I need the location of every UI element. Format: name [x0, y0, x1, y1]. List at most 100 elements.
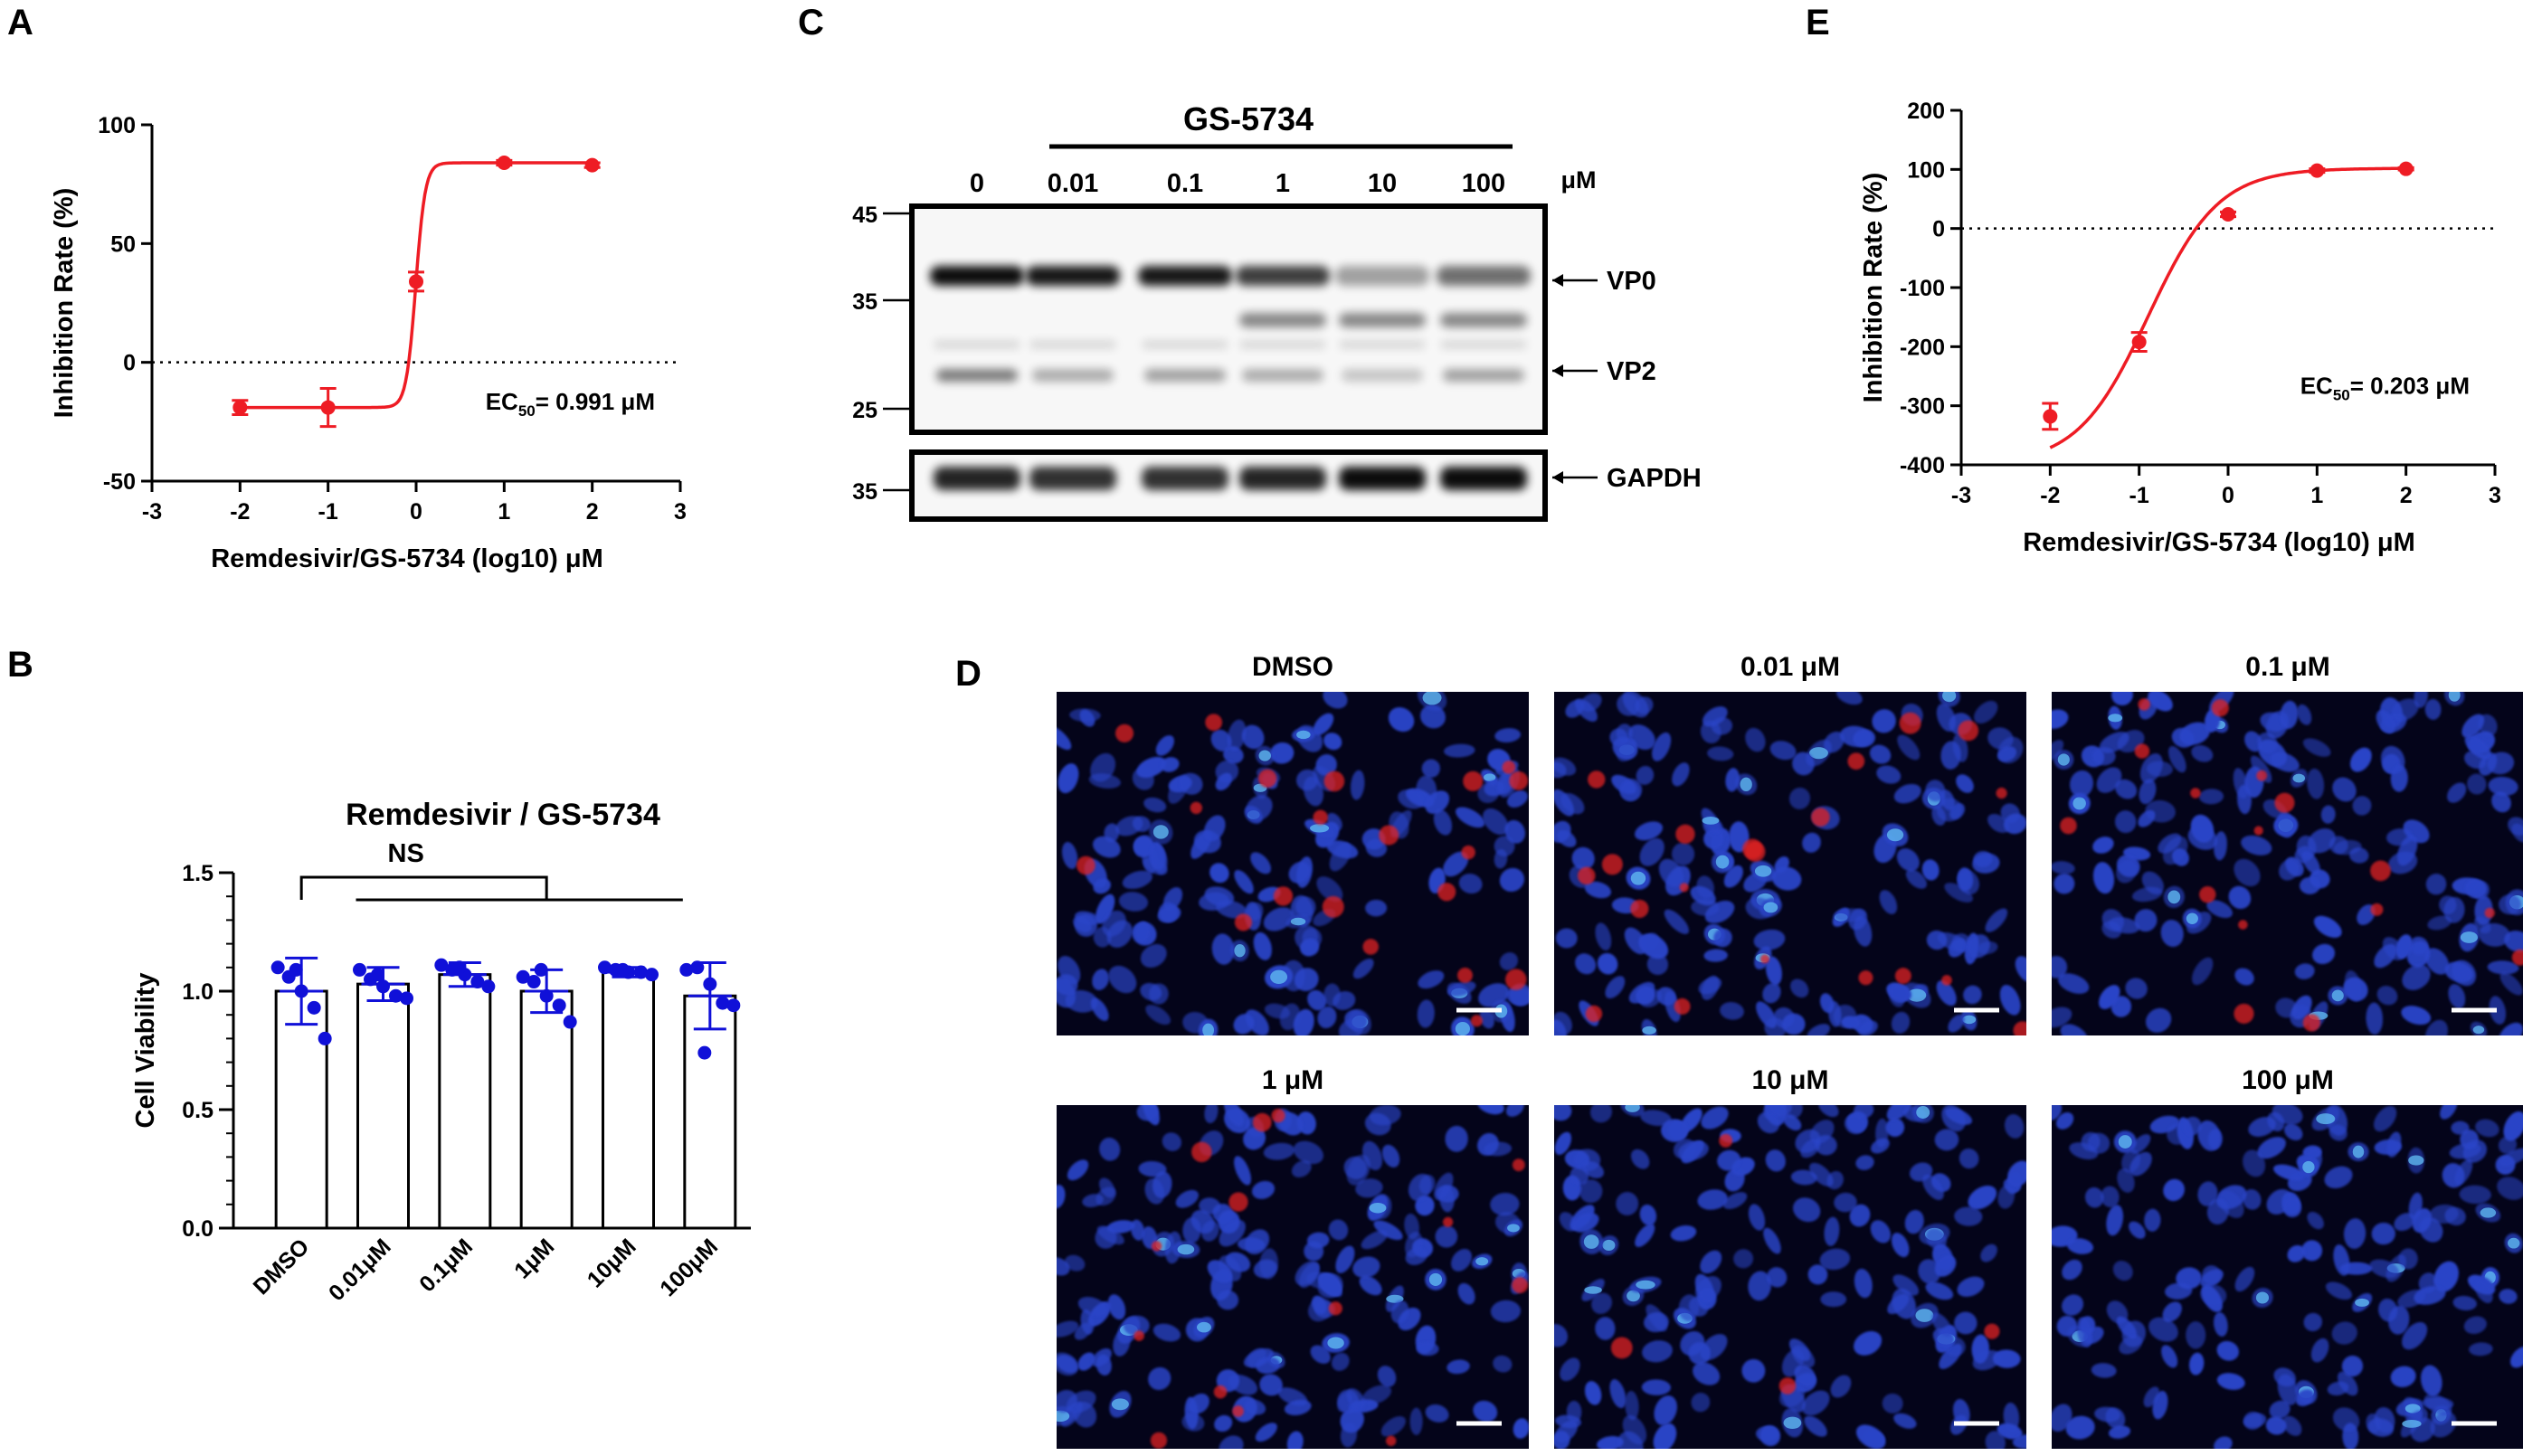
panel-label-e: E — [1806, 3, 1830, 43]
band-minor — [1339, 340, 1426, 349]
x-tick-label: 0 — [2222, 483, 2234, 508]
band-vp0 — [1138, 266, 1232, 286]
y-tick-label: 100 — [1907, 157, 1945, 183]
micrograph — [2052, 692, 2523, 1035]
x-tick-label: 3 — [674, 499, 687, 525]
bar — [683, 994, 737, 1230]
x-tick-label: -3 — [1951, 483, 1971, 508]
lane-label: 0.1 — [1167, 169, 1203, 198]
lane-label: 100 — [1462, 169, 1505, 198]
x-axis-label: Remdesivir/GS-5734 (log10) μM — [2023, 528, 2415, 557]
data-point — [452, 960, 467, 975]
y-tick-label: -100 — [1900, 276, 1945, 301]
data-point — [294, 984, 308, 998]
chart-title: Remdesivir / GS-5734 — [346, 798, 660, 832]
unit-label: μM — [1560, 166, 1596, 194]
bar — [356, 982, 410, 1230]
data-point — [270, 960, 285, 975]
band-label: VP0 — [1607, 267, 1656, 296]
data-point — [598, 960, 612, 975]
x-tick-label: -2 — [230, 499, 250, 525]
band-gapdh — [1029, 467, 1116, 490]
data-point — [307, 1000, 321, 1015]
y-tick-label: 0 — [1932, 217, 1945, 242]
data-point — [645, 968, 659, 982]
data-point — [497, 156, 512, 171]
band-gapdh — [934, 467, 1020, 490]
lane-label: 0.01 — [1048, 169, 1098, 198]
micrograph — [1057, 1105, 1529, 1449]
y-tick-label: 0.5 — [182, 1098, 213, 1123]
y-tick-label: 1.0 — [182, 979, 213, 1005]
band-vp2 — [1443, 369, 1524, 382]
ec50-annotation: EC50= 0.203 μM — [2300, 373, 2470, 404]
y-tick-label: -200 — [1900, 335, 1945, 360]
panel-label-d: D — [955, 654, 982, 694]
x-tick-label: 2 — [586, 499, 599, 525]
y-tick-label: 200 — [1907, 99, 1945, 124]
band-gapdh — [1142, 467, 1228, 490]
data-point — [371, 968, 384, 982]
data-point — [584, 157, 600, 173]
data-point — [2043, 409, 2058, 424]
data-point — [400, 991, 413, 1006]
data-point — [409, 274, 423, 289]
band-arrow — [1552, 364, 1598, 377]
band-label: VP2 — [1607, 357, 1656, 386]
x-tick-label: 0.1μM — [414, 1234, 478, 1297]
y-tick-label: -50 — [103, 469, 136, 495]
band-minor — [1339, 313, 1426, 327]
x-tick-label: -2 — [2040, 483, 2060, 508]
data-point — [318, 1031, 332, 1045]
y-tick-label: 50 — [110, 232, 136, 257]
band-vp2 — [1342, 369, 1423, 382]
x-tick-label: -1 — [2129, 483, 2149, 508]
band-minor — [1239, 340, 1326, 349]
micrograph — [1554, 692, 2026, 1035]
data-point — [726, 998, 741, 1013]
data-point — [563, 1015, 577, 1029]
bar — [274, 989, 328, 1230]
data-point — [616, 962, 630, 977]
y-axis-label: Inhibition Rate (%) — [50, 188, 79, 419]
x-axis-label: Remdesivir/GS-5734 (log10) μM — [211, 544, 603, 573]
lane-label: 1 — [1276, 169, 1290, 198]
data-point — [716, 996, 730, 1010]
data-point — [232, 400, 248, 415]
data-point — [703, 977, 717, 991]
band-vp2 — [1242, 369, 1323, 382]
data-point — [389, 988, 403, 1003]
band-gapdh — [1440, 467, 1527, 490]
band-gapdh — [1339, 467, 1426, 490]
y-tick-label: -400 — [1900, 453, 1945, 478]
x-tick-label: 2 — [2400, 483, 2413, 508]
micrograph — [2052, 1105, 2523, 1449]
data-point — [534, 962, 548, 977]
band-vp2 — [1144, 369, 1226, 382]
micrograph — [1057, 692, 1529, 1035]
y-tick-label: 0 — [123, 351, 136, 376]
band-vp0 — [1026, 266, 1120, 286]
bar — [519, 989, 574, 1230]
band-minor — [1239, 313, 1326, 327]
band-arrow — [1552, 471, 1598, 484]
error-bar — [688, 961, 732, 1031]
band-minor — [934, 340, 1020, 349]
band-minor — [1029, 340, 1116, 349]
y-axis-label: Cell Viability — [131, 973, 160, 1129]
data-point — [526, 975, 541, 989]
y-tick-label: 0.0 — [182, 1216, 213, 1242]
x-tick-label: 10μM — [583, 1234, 641, 1292]
marker-label: 35 — [852, 289, 877, 315]
y-tick-label: 1.5 — [182, 861, 213, 886]
band-minor — [1142, 340, 1228, 349]
marker-label: 35 — [852, 479, 877, 505]
x-tick-label: 1 — [498, 499, 510, 525]
data-point — [470, 975, 485, 989]
panel-label-c: C — [798, 3, 824, 43]
x-tick-label: 3 — [2489, 483, 2501, 508]
x-tick-label: 0 — [410, 499, 422, 525]
chart-b: 0.0 0.5 1.0 1.5 DMSO 0.01μM 0.1μM 1μM 10μM 100μM N… — [131, 798, 751, 1306]
micrograph-label: 0.1 μM — [2245, 652, 2329, 682]
treatment-label: GS-5734 — [1183, 100, 1314, 137]
